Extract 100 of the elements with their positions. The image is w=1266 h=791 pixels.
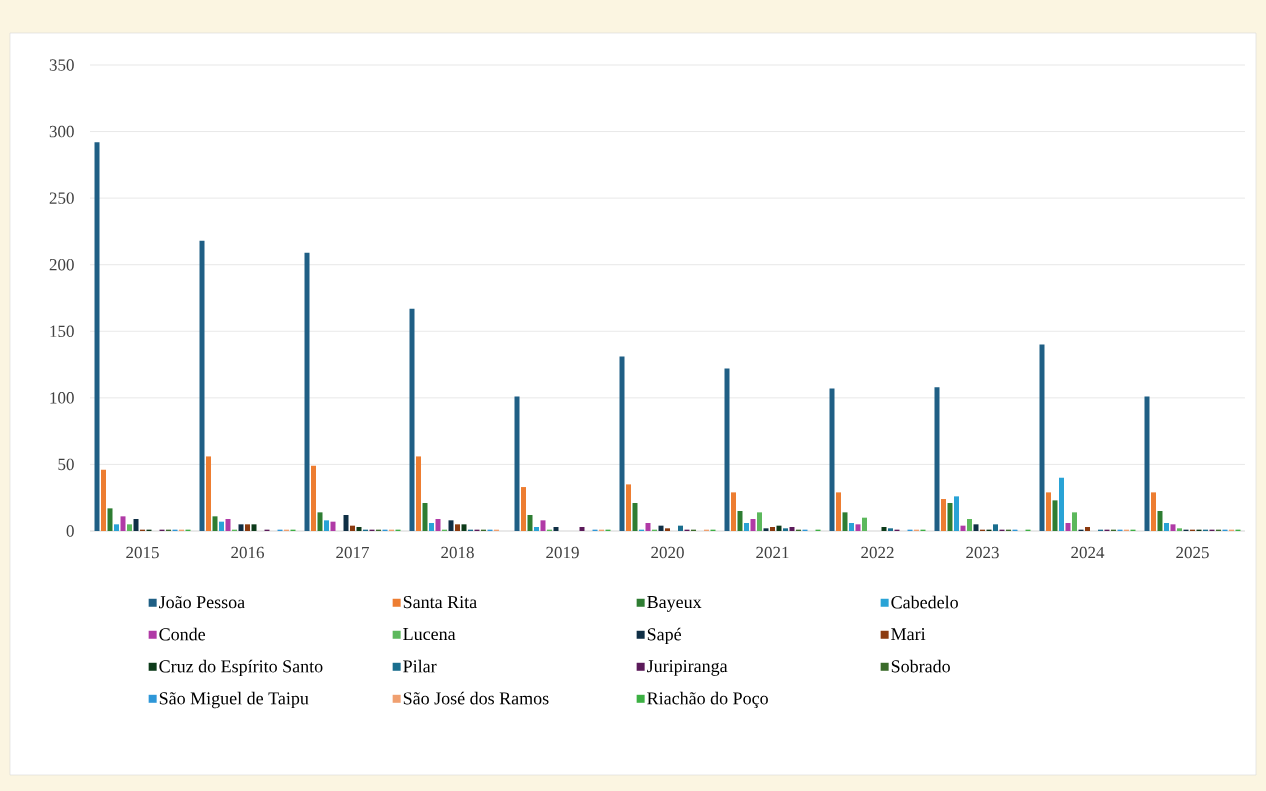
- x-tick-label: 2024: [1071, 546, 1105, 559]
- bar: [101, 469, 107, 531]
- x-tick-label: 2015: [126, 546, 159, 559]
- bar: [855, 524, 861, 531]
- legend-label: Cruz do Espírito Santo: [159, 659, 323, 677]
- bar: [422, 503, 428, 531]
- y-tick-label: 100: [50, 392, 74, 404]
- x-tick-label: 2023: [966, 546, 999, 559]
- legend-label: Lucena: [403, 628, 456, 641]
- bar: [763, 528, 769, 531]
- legend-label: João Pessoa: [159, 595, 245, 609]
- bar: [941, 499, 946, 531]
- bar: [534, 526, 539, 531]
- bar: [770, 526, 775, 531]
- bar: [1157, 511, 1163, 531]
- bar: [324, 520, 329, 531]
- bar: [973, 524, 979, 531]
- bar: [966, 519, 972, 531]
- bar: [1150, 492, 1156, 531]
- bar: [757, 512, 762, 531]
- bar: [435, 519, 441, 531]
- bar: [206, 456, 212, 531]
- bar: [461, 524, 467, 531]
- x-tick-label: 2020: [651, 546, 684, 559]
- bar: [1046, 492, 1051, 531]
- bar: [212, 516, 218, 531]
- bar: [343, 515, 349, 531]
- bar: [199, 240, 205, 531]
- bar: [960, 525, 966, 531]
- bar: [219, 521, 225, 531]
- y-tick-label: 200: [49, 258, 74, 271]
- legend-label: São Miguel de Taipu: [159, 691, 309, 709]
- legend-label: Mari: [891, 628, 926, 641]
- bar: [1085, 526, 1090, 531]
- legend-label: Cabedelo: [891, 595, 958, 609]
- bar: [579, 526, 585, 531]
- y-tick-label: 300: [49, 125, 74, 138]
- bar: [251, 524, 257, 531]
- bar: [107, 508, 113, 531]
- bar: [245, 524, 251, 531]
- y-tick-label: 350: [49, 59, 74, 71]
- bar: [783, 528, 788, 531]
- legend-label: Riachão do Poço: [647, 691, 768, 709]
- legend-label: Santa Rita: [403, 596, 477, 609]
- bar: [881, 526, 887, 531]
- bar: [1144, 396, 1150, 531]
- y-tick-label: 0: [66, 525, 74, 537]
- bar: [632, 503, 638, 531]
- bar: [849, 523, 854, 531]
- legend-label: Conde: [159, 627, 206, 641]
- bar: [409, 308, 415, 531]
- bar: [527, 515, 533, 531]
- bar: [94, 142, 100, 531]
- bar: [750, 519, 756, 531]
- bar: [120, 516, 126, 531]
- bar: [934, 387, 940, 531]
- x-tick-label: 2022: [861, 546, 894, 559]
- bar: [553, 526, 559, 531]
- bar: [416, 456, 421, 531]
- bar: [862, 517, 867, 531]
- x-tick-label: 2025: [1176, 546, 1209, 559]
- legend-label: São José dos Ramos: [403, 691, 549, 705]
- bar: [356, 526, 362, 531]
- bar: [744, 523, 749, 531]
- bar: [540, 520, 546, 531]
- bar: [521, 487, 526, 531]
- y-tick-label: 50: [58, 458, 74, 471]
- bar: [731, 492, 736, 531]
- x-tick-label: 2016: [231, 546, 264, 559]
- legend-label: Pilar: [403, 659, 437, 673]
- bar: [225, 519, 231, 531]
- bar: [114, 524, 120, 531]
- bar: [1052, 500, 1058, 531]
- x-tick-label: 2019: [546, 546, 579, 559]
- bar: [724, 368, 730, 531]
- bar: [514, 396, 520, 531]
- bar: [1177, 528, 1182, 531]
- bar: [311, 465, 317, 531]
- bar: [1072, 512, 1077, 531]
- legend-label: Bayeux: [647, 596, 702, 612]
- x-tick-label: 2018: [441, 546, 474, 559]
- legend-label: Sobrado: [891, 659, 950, 673]
- bar: [304, 252, 310, 531]
- bar: [238, 524, 244, 531]
- bar: [455, 524, 460, 531]
- bar: [665, 528, 670, 531]
- bar: [1039, 344, 1045, 531]
- bar: [133, 519, 139, 531]
- y-tick-label: 150: [50, 325, 74, 338]
- bar: [658, 525, 664, 531]
- legend-label: Sapé: [647, 627, 682, 645]
- bar: [626, 484, 631, 531]
- bar: [842, 512, 848, 531]
- bar: [954, 496, 959, 531]
- bar: [1170, 524, 1176, 531]
- bar: [678, 525, 683, 531]
- x-tick-label: 2017: [336, 546, 370, 559]
- bar: [993, 524, 998, 531]
- bar: [1163, 523, 1169, 531]
- bar: [645, 523, 651, 531]
